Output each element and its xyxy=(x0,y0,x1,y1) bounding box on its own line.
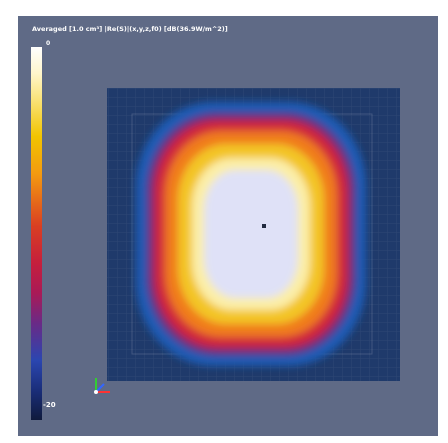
sar-map-viewport: Averaged [1.0 cm³] |Re(S)|(x,y,z,f0) [dB… xyxy=(18,16,438,436)
color-scale-max-label: 0 xyxy=(46,40,51,47)
axes-triad-icon xyxy=(94,378,110,394)
map-title: Averaged [1.0 cm³] |Re(S)|(x,y,z,f0) [dB… xyxy=(32,25,228,33)
contour-core xyxy=(204,170,298,298)
color-scale-min-label: -20 xyxy=(43,401,56,409)
color-scale-bar xyxy=(31,47,42,420)
hotspot-contours xyxy=(136,102,366,366)
sar-map-plot xyxy=(107,88,400,381)
probe-marker xyxy=(262,224,266,228)
